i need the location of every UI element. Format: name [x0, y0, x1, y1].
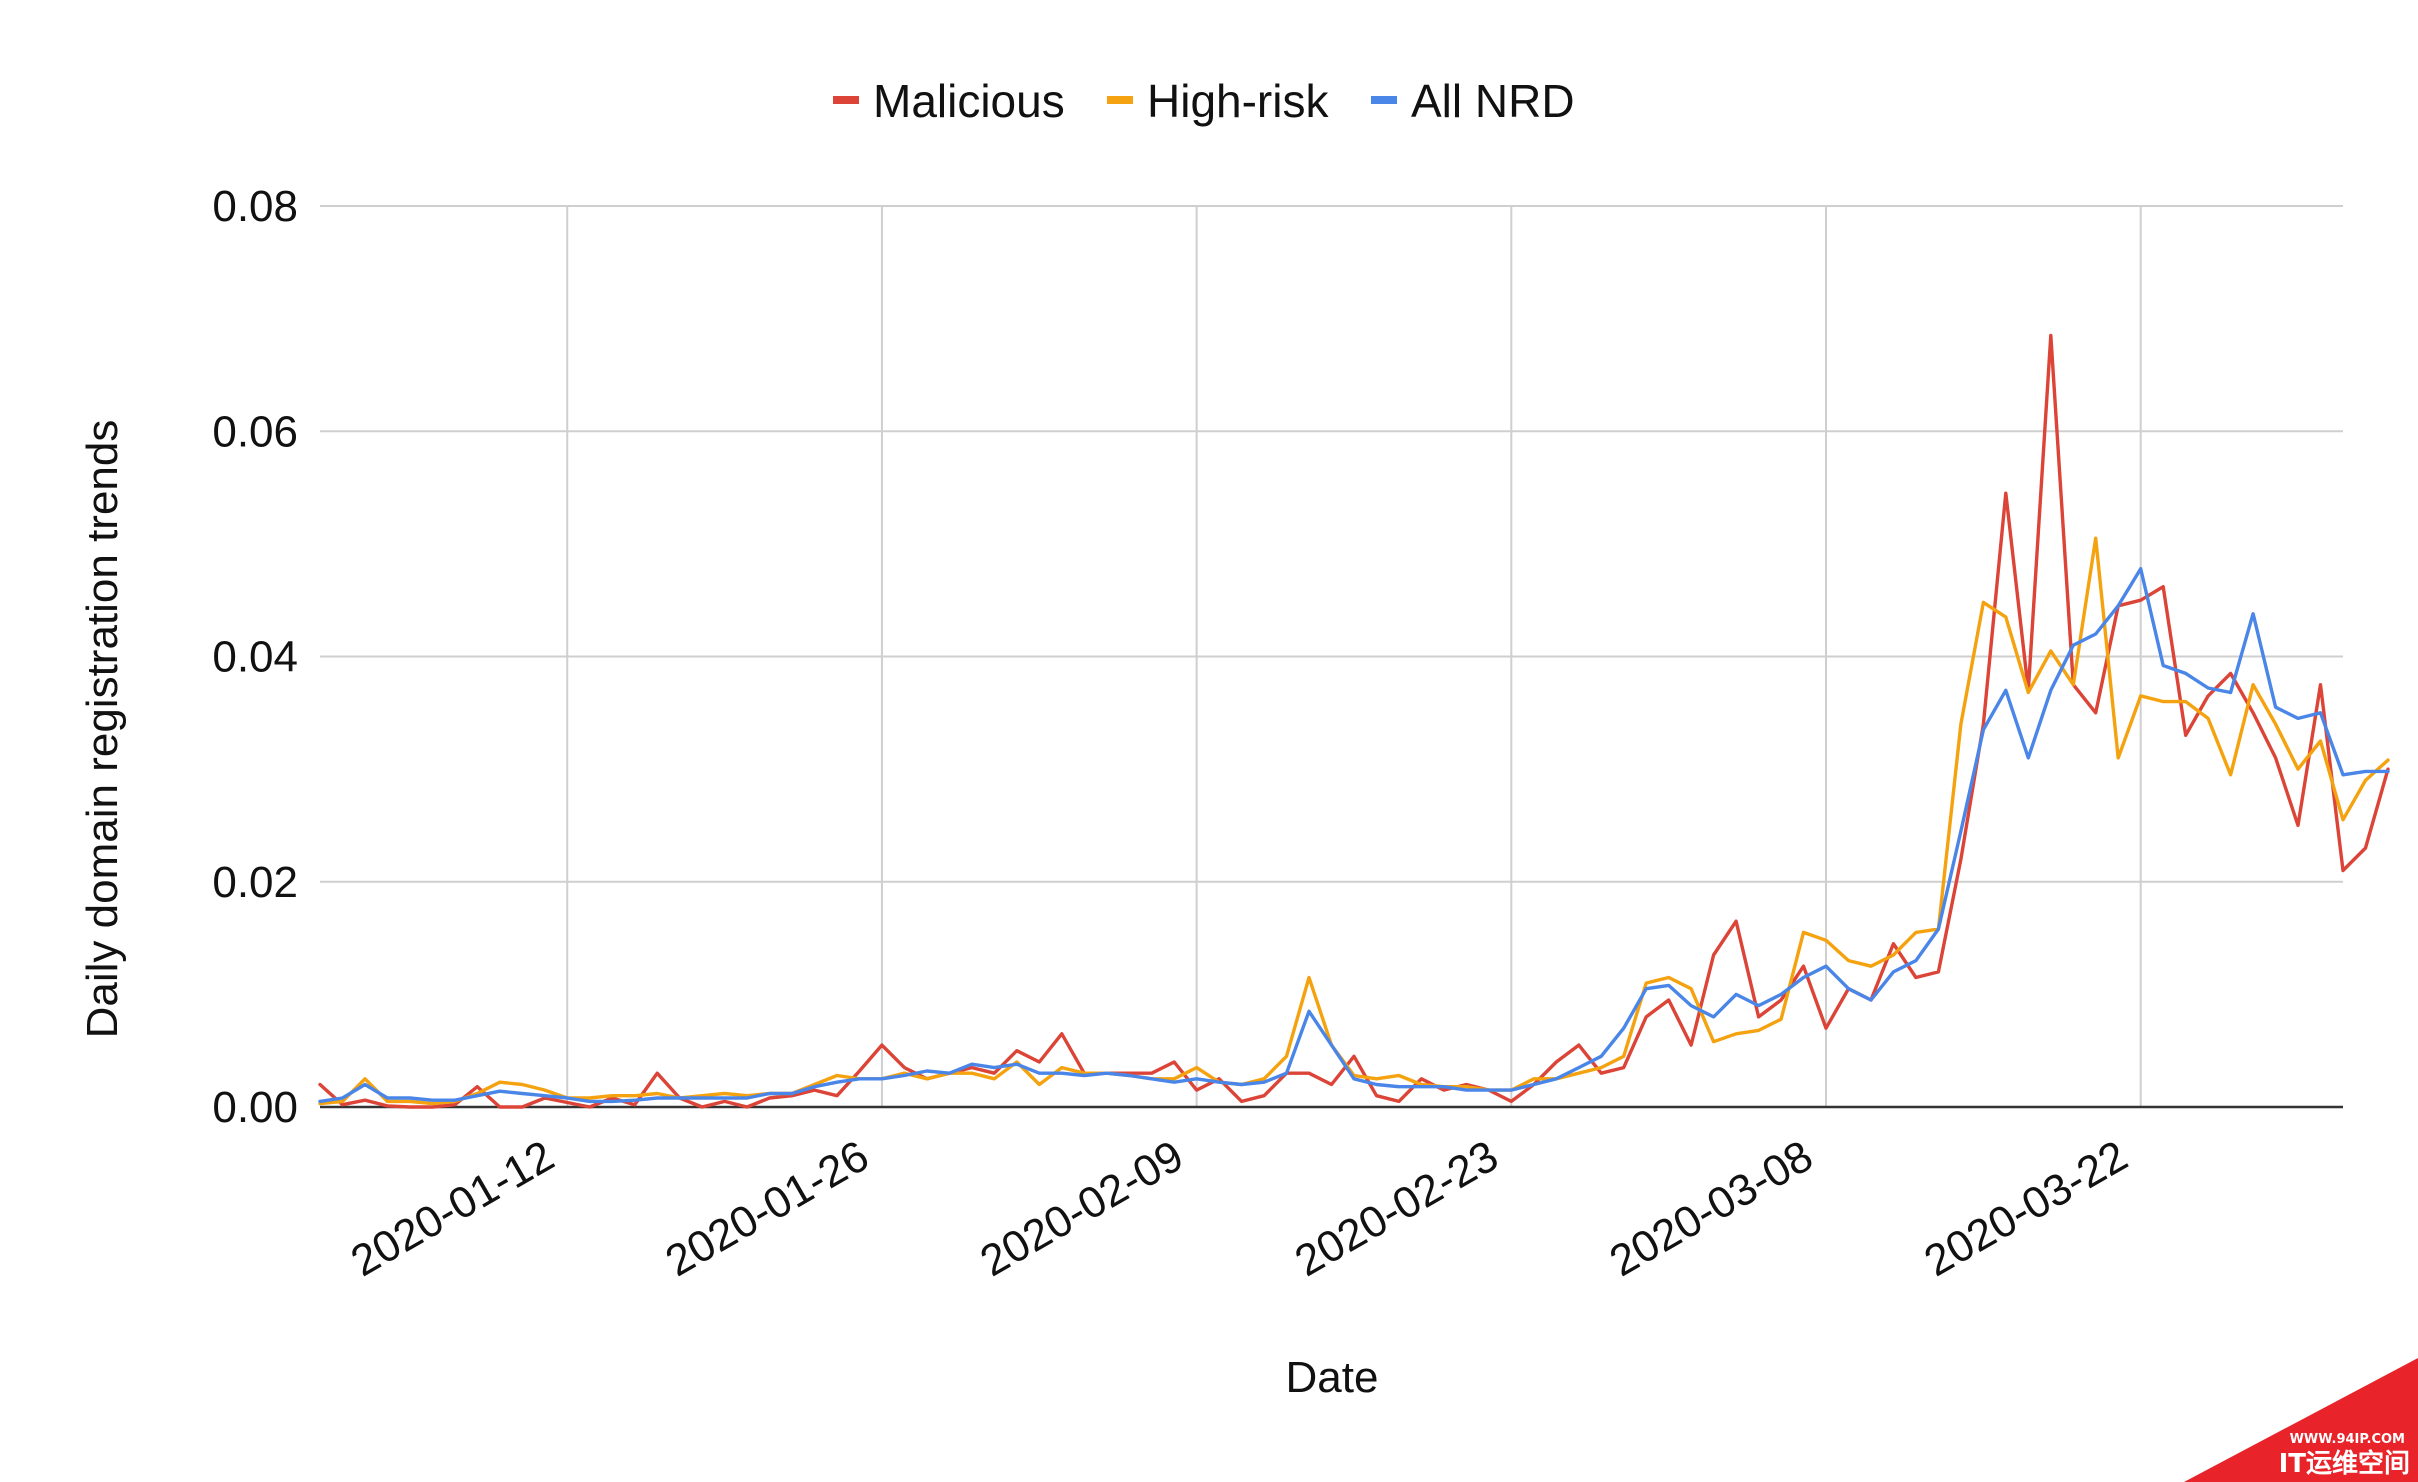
- y-tick-label: 0.00: [212, 1083, 298, 1132]
- watermark-url: WWW.94IP.COM: [2290, 1432, 2405, 1447]
- watermark-banner: [2184, 1358, 2418, 1482]
- x-tick-labels: 2020-01-12 2020-01-26 2020-02-09 2020-02-23…: [343, 1131, 2136, 1286]
- y-tick-label: 0.04: [212, 633, 298, 682]
- legend-item-high-risk: High-risk: [1107, 75, 1329, 127]
- series-line-malicious: [318, 333, 2390, 1109]
- y-tick-label: 0.02: [212, 858, 298, 907]
- watermark: WWW.94IP.COM IT运维空间: [2184, 1358, 2418, 1482]
- legend: Malicious High-risk All NRD: [833, 75, 1575, 127]
- legend-swatch-malicious: [833, 96, 859, 104]
- x-tick-label: 2020-01-12: [343, 1131, 562, 1286]
- x-tick-label: 2020-03-08: [1602, 1131, 1821, 1286]
- series-line-high-risk: [318, 536, 2390, 1106]
- legend-swatch-high-risk: [1107, 96, 1133, 104]
- legend-item-all-nrd: All NRD: [1371, 75, 1575, 127]
- legend-label-malicious: Malicious: [873, 75, 1065, 127]
- y-tick-label: 0.08: [212, 182, 298, 231]
- legend-swatch-all-nrd: [1371, 96, 1397, 104]
- x-tick-label: 2020-01-26: [658, 1131, 877, 1286]
- x-tick-label: 2020-02-09: [972, 1131, 1191, 1286]
- series-lines: [318, 333, 2390, 1109]
- x-tick-label: 2020-02-23: [1287, 1131, 1506, 1286]
- y-axis-title: Daily domain registration trends: [78, 420, 127, 1039]
- watermark-brand: IT运维空间: [2279, 1448, 2410, 1479]
- y-tick-labels: 0.00 0.02 0.04 0.06 0.08: [212, 182, 298, 1132]
- legend-label-all-nrd: All NRD: [1411, 75, 1575, 127]
- legend-item-malicious: Malicious: [833, 75, 1065, 127]
- y-tick-label: 0.06: [212, 407, 298, 456]
- grid-lines: [320, 205, 2343, 1107]
- x-tick-label: 2020-03-22: [1916, 1131, 2135, 1286]
- series-line-all-nrd: [318, 567, 2390, 1104]
- legend-label-high-risk: High-risk: [1147, 75, 1329, 127]
- x-axis-title: Date: [1286, 1353, 1379, 1402]
